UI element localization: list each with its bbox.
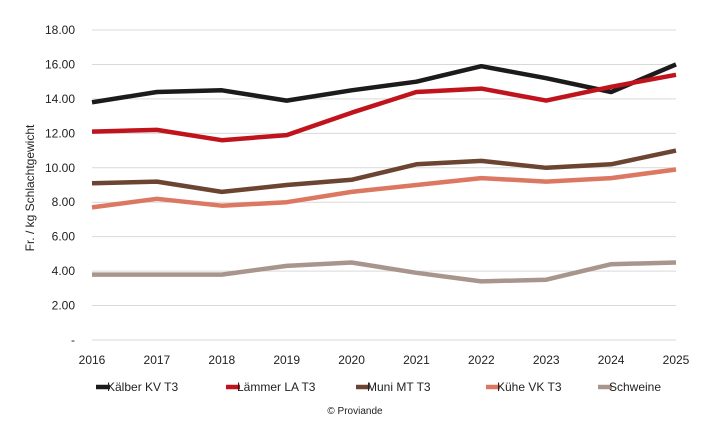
legend-label: Muni MT T3 [367, 380, 431, 394]
legend-item: Lämmer LA T3 [226, 380, 316, 394]
x-tick-label: 2016 [79, 353, 106, 367]
y-tick-label: 18.00 [45, 23, 75, 37]
y-tick-label: 6.00 [52, 230, 76, 244]
y-tick-label: 8.00 [52, 195, 76, 209]
y-tick-label: 12.00 [45, 126, 75, 140]
y-tick-label: 16.00 [45, 57, 75, 71]
x-tick-label: 2018 [208, 353, 235, 367]
x-axis-ticks: 2016 2017 2018 2019 2020 2021 2022 2023 2024 2025 [79, 353, 690, 367]
x-tick-label: 2022 [468, 353, 495, 367]
legend-label: Kälber KV T3 [107, 380, 178, 394]
series-line-4 [91, 167, 677, 210]
legend-label: Kühe VK T3 [497, 380, 562, 394]
legend-item: Kühe VK T3 [486, 380, 562, 394]
legend-item: Muni MT T3 [356, 380, 431, 394]
series-line-3 [91, 148, 677, 195]
y-tick-label: 14.00 [45, 92, 75, 106]
y-tick-label: - [71, 333, 75, 347]
y-tick-label: 10.00 [45, 161, 75, 175]
x-tick-label: 2017 [144, 353, 171, 367]
series-line-2 [91, 72, 677, 143]
series-line-5 [92, 260, 677, 284]
x-tick-label: 2023 [533, 353, 560, 367]
series-lines [91, 62, 677, 284]
y-tick-label: 4.00 [52, 264, 76, 278]
x-tick-label: 2021 [403, 353, 430, 367]
legend: Kälber KV T3 Lämmer LA T3 Muni MT T3 Kühe V… [96, 380, 661, 394]
legend-item: Schweine [598, 380, 661, 394]
x-tick-label: 2025 [663, 353, 690, 367]
legend-item: Kälber KV T3 [96, 380, 178, 394]
legend-label: Schweine [609, 380, 661, 394]
y-axis-title: Fr. / kg Schlachtgewicht [23, 124, 37, 251]
series-line-1 [91, 62, 677, 105]
legend-label: Lämmer LA T3 [237, 380, 316, 394]
x-tick-label: 2020 [338, 353, 365, 367]
source-note: © Proviande [327, 406, 383, 417]
y-tick-label: 2.00 [52, 299, 76, 313]
y-axis-ticks: - 2.00 4.00 6.00 8.00 10.00 12.00 14.00 16.00 18.… [45, 23, 75, 347]
x-tick-label: 2024 [598, 353, 625, 367]
x-tick-label: 2019 [273, 353, 300, 367]
